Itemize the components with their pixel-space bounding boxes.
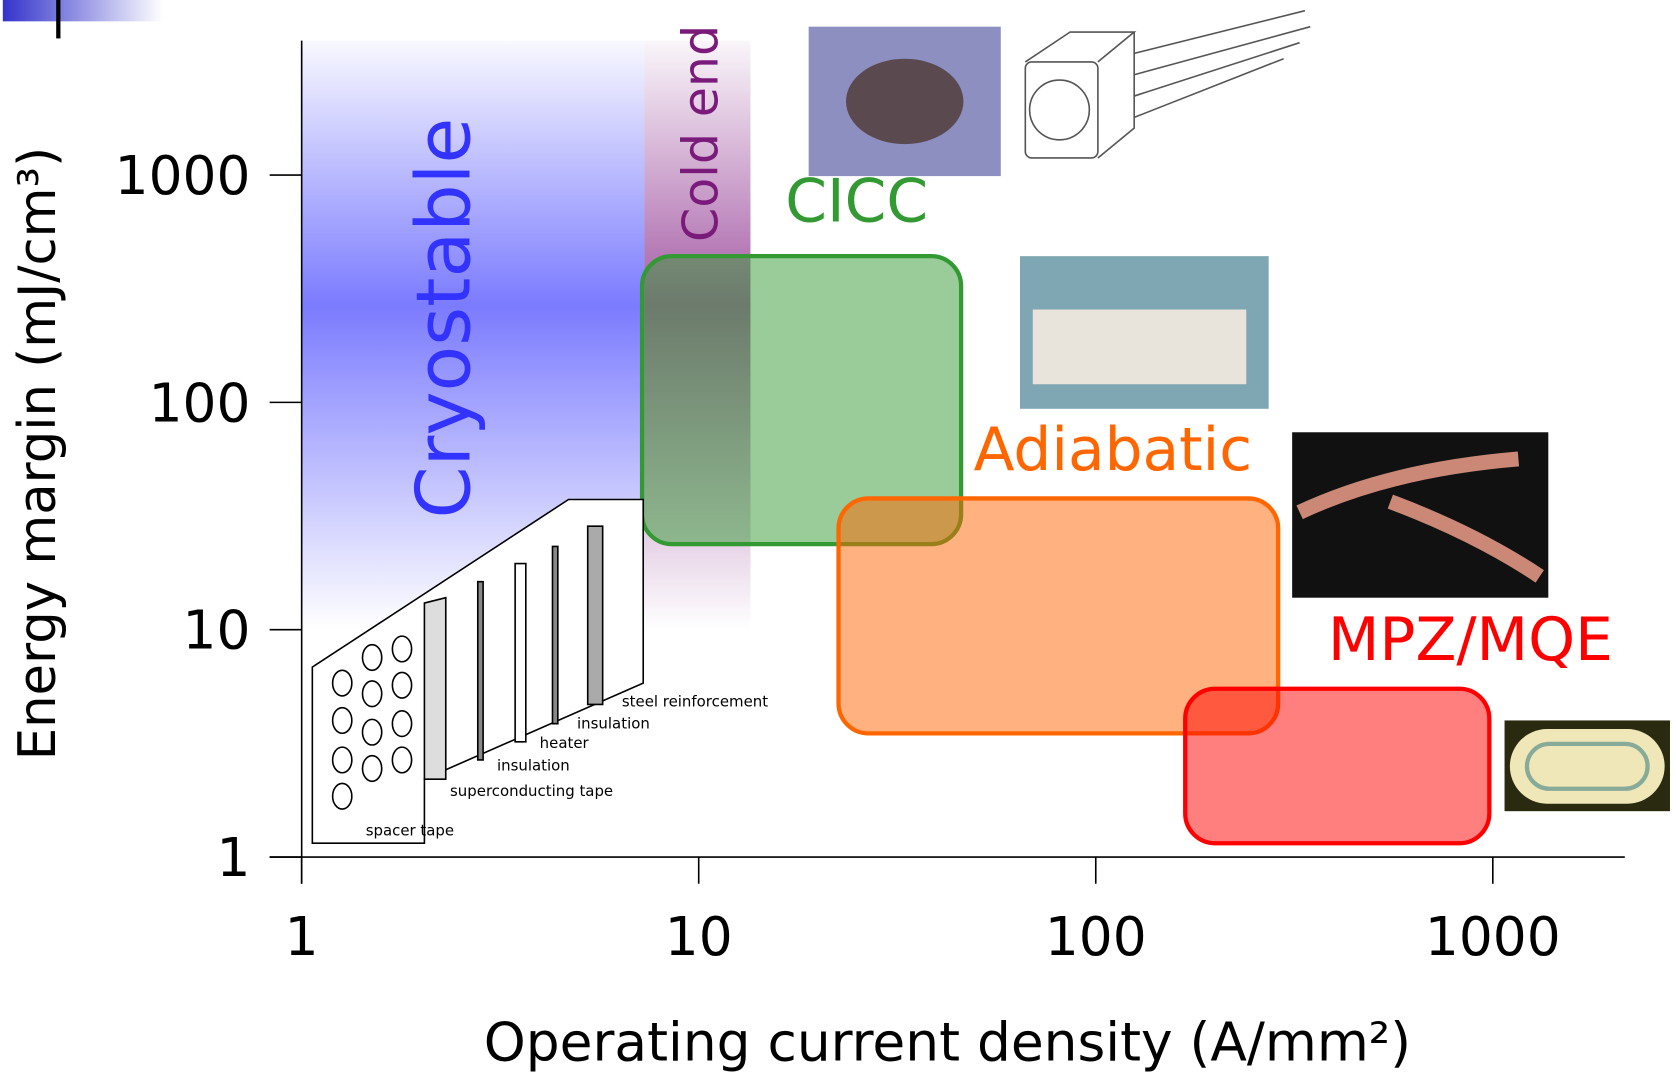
y-tick-label: 100 bbox=[149, 371, 251, 434]
region-label: Adiabatic bbox=[974, 416, 1252, 485]
x-tick-label: 1000 bbox=[1425, 905, 1561, 968]
decoration bbox=[2, 0, 163, 22]
region bbox=[836, 496, 1281, 736]
photo bbox=[1296, 451, 1544, 583]
diagram-label: steel reinforcement bbox=[622, 692, 768, 710]
y-tick-label: 10 bbox=[183, 599, 251, 662]
diagram-label: superconducting tape bbox=[450, 782, 613, 800]
y-tick-label: 1 bbox=[216, 826, 250, 889]
diagram-label: insulation bbox=[577, 715, 650, 733]
photo bbox=[1509, 728, 1665, 804]
diagram-label: heater bbox=[540, 734, 590, 752]
region-label: MPZ/MQE bbox=[1328, 606, 1613, 675]
diagram-label: spacer tape bbox=[366, 821, 454, 839]
tape-diagram bbox=[311, 498, 645, 844]
x-tick-label: 100 bbox=[1045, 905, 1147, 968]
x-axis-label: Operating current density (A/mm²) bbox=[484, 1011, 1411, 1074]
region-label: CICC bbox=[785, 168, 928, 237]
photo bbox=[846, 58, 964, 145]
photos bbox=[808, 9, 1670, 812]
y-tick-label: 1000 bbox=[115, 144, 251, 207]
x-tick-label: 1 bbox=[285, 905, 319, 968]
y-axis-label: Energy margin (mJ/cm³) bbox=[8, 147, 68, 760]
x-tick-label: 10 bbox=[665, 905, 733, 968]
region-label: Cold end bbox=[672, 25, 730, 242]
region-label: Cryostable bbox=[400, 118, 487, 519]
photo bbox=[1524, 741, 1650, 791]
cable-drawing bbox=[1024, 9, 1311, 159]
photo bbox=[1032, 309, 1247, 385]
diagram-label: insulation bbox=[497, 756, 570, 774]
region bbox=[1183, 686, 1492, 846]
region bbox=[639, 253, 964, 547]
